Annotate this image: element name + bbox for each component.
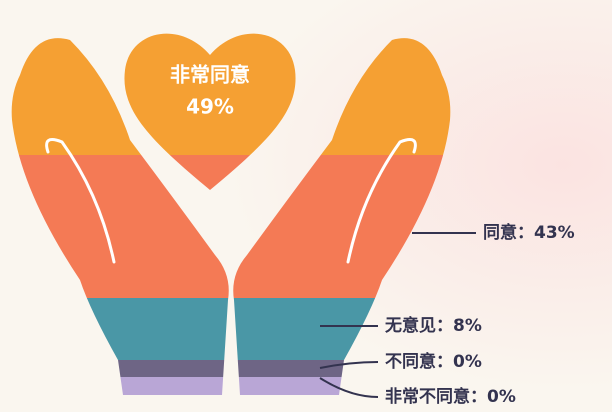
- category: 无意见: [384, 315, 436, 336]
- category-label: 非常不同意：0%: [385, 386, 516, 407]
- heart-category: 非常同意: [170, 63, 250, 87]
- category: 同意: [483, 222, 517, 243]
- leader-line: [319, 361, 379, 369]
- category: 非常不同意: [385, 386, 470, 407]
- separator: ：: [436, 316, 453, 336]
- value-label: 0%: [487, 387, 516, 407]
- value-label: 0%: [453, 352, 482, 372]
- thumb-outline: [45, 138, 116, 264]
- category-label: 无意见：8%: [384, 315, 482, 336]
- separator: ：: [436, 352, 453, 372]
- value-label: 43%: [534, 223, 575, 243]
- category: 不同意: [385, 351, 436, 372]
- value-label: 8%: [453, 316, 482, 336]
- separator: ：: [470, 387, 487, 407]
- leader-line: [319, 377, 379, 398]
- heart-value: 49%: [186, 95, 234, 119]
- category-label: 不同意：0%: [385, 351, 482, 372]
- thumb-outline: [346, 138, 417, 264]
- separator: ：: [517, 223, 534, 243]
- category-label: 同意：43%: [483, 222, 575, 243]
